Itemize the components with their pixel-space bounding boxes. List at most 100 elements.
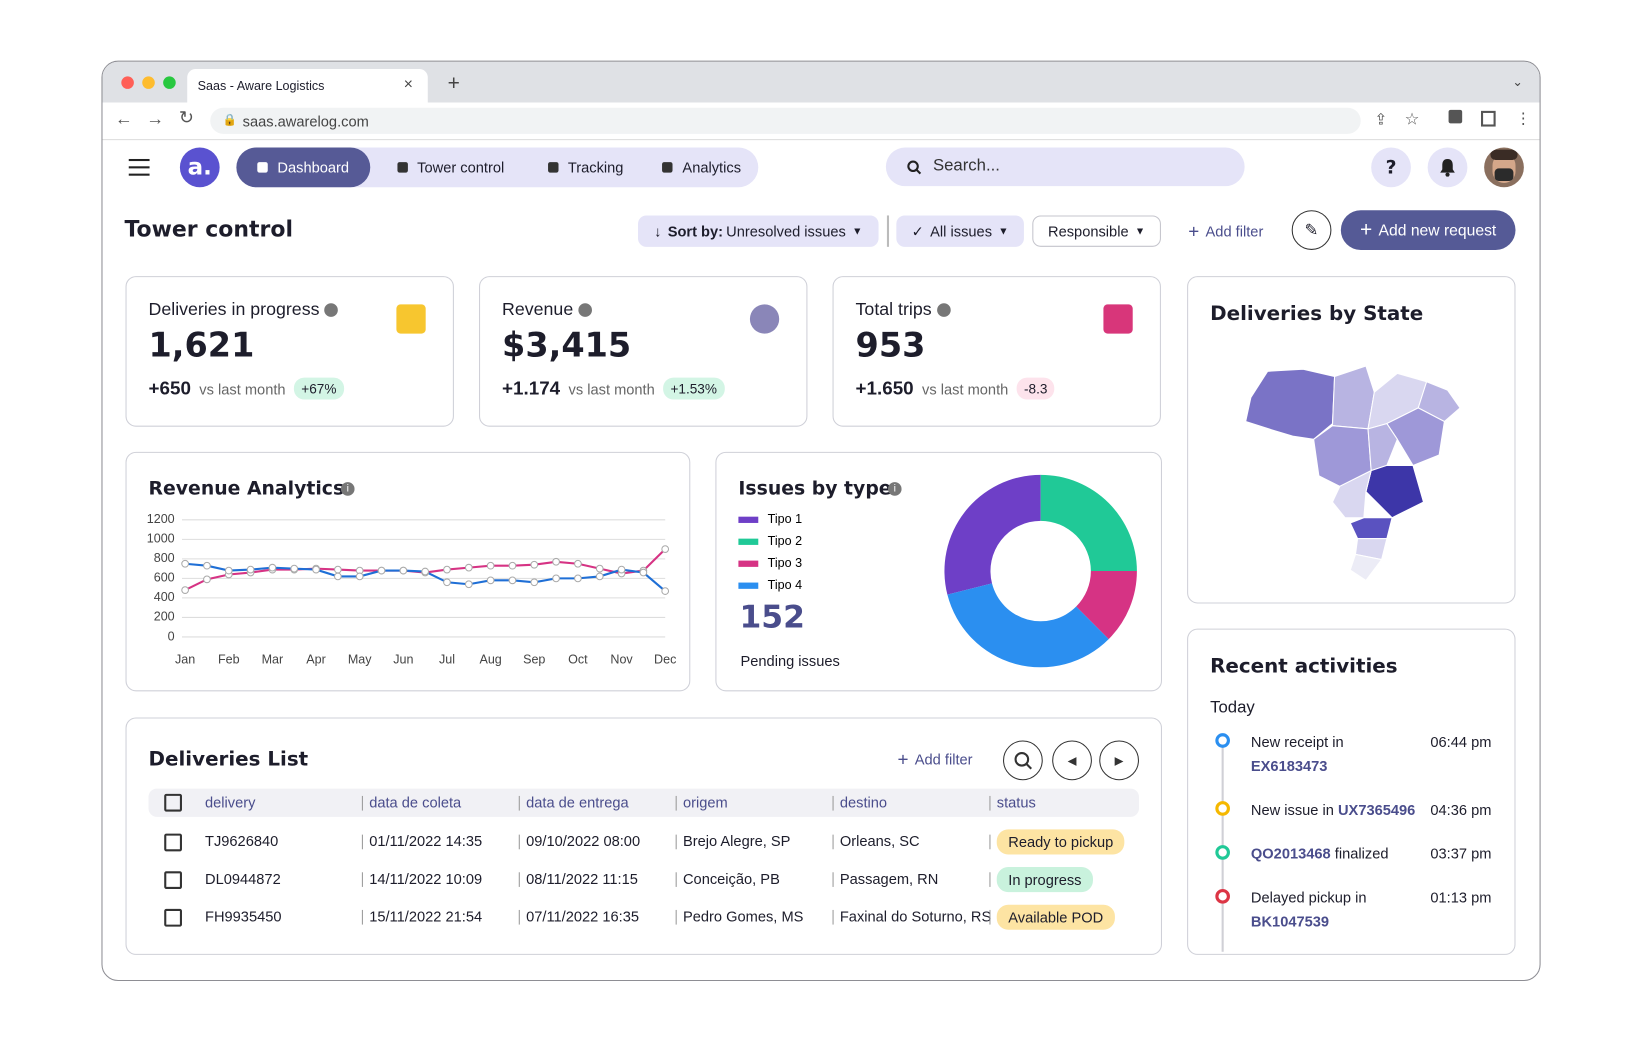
cell: Faxinal do Soturno, RS [839,907,992,925]
add-filter[interactable]: + Add filter [888,744,982,775]
avatar[interactable] [1484,147,1524,188]
nav-item[interactable]: Tower control [379,147,523,187]
nav-item[interactable]: Tracking [529,147,642,187]
reload[interactable]: ↻ [178,107,194,128]
plus: + [1188,220,1200,242]
activity-code[interactable]: BK1047539 [1250,913,1330,930]
kpi-note: vs last month [922,380,1009,397]
deliveries-card: Deliveries List + Add filter ◀ ▶ delivery… [125,717,1162,955]
info[interactable] [936,302,951,317]
activity-code[interactable]: QO2013468 [1250,845,1331,862]
issues-chart: Tipo 1 Tipo 2 Tipo 3 Tipo 4 [738,474,1137,668]
column-divider [361,795,363,811]
kpi-delta-row: +650 vs last month +67% [149,377,344,400]
cell-divider [832,834,834,850]
search-button[interactable] [1003,740,1043,781]
donut-slice [944,474,1041,595]
activity-code[interactable]: EX6183473 [1250,757,1328,774]
column-divider [675,795,677,811]
tab-close[interactable]: × [403,75,413,94]
sidebar[interactable] [1480,110,1496,127]
cell: Brejo Alegre, SP [682,832,791,850]
nav-item[interactable]: Analytics [650,147,755,187]
add-request-label: Add new request [1378,221,1497,239]
checkbox[interactable] [164,908,182,927]
filter-all-issues[interactable]: ✓ All issues ▼ [896,215,1024,247]
checkbox[interactable] [164,833,182,852]
info[interactable]: i [887,482,902,496]
point [443,565,451,574]
activity-code[interactable]: UX7365496 [1337,801,1416,818]
notifications[interactable] [1427,147,1468,188]
point [617,565,626,574]
cell-divider [832,909,834,925]
legend-label: Tipo 4 [768,578,802,592]
min-dot[interactable] [142,76,155,89]
help[interactable]: ? [1371,147,1411,188]
share[interactable]: ⇪ [1374,110,1388,129]
activity-time: 04:36 pm [1430,801,1492,818]
search-box[interactable]: Search... [885,147,1245,187]
sort-value: Unresolved issues [726,222,846,240]
y-tick-label: 1200 [147,512,175,526]
legend-label: Tipo 1 [768,512,802,526]
legend-swatch [738,538,759,545]
hamburger[interactable] [128,157,152,178]
back[interactable]: ← [115,108,133,129]
column-header: data de entrega [526,793,629,811]
point [552,574,560,583]
next-page[interactable]: ▶ [1099,740,1139,781]
new-tab[interactable]: + [447,72,460,96]
column-divider [518,795,520,811]
tab[interactable]: Saas - Aware Logistics × [187,69,428,103]
activity-text: Delayed pickup in BK1047539 [1251,886,1420,934]
add-filter-label: Add filter [914,750,973,768]
checkbox[interactable] [164,793,182,812]
point [443,578,451,587]
caret: ▼ [998,225,1009,237]
search-icon [907,160,922,175]
point [268,563,277,572]
point [486,576,495,585]
separator [886,215,890,247]
checkbox[interactable] [164,871,182,890]
info[interactable] [578,302,593,317]
activities-day: Today [1210,698,1255,717]
cell: 15/11/2022 21:54 [369,907,483,925]
activity-text: QO2013468 finalized [1251,842,1420,866]
brazil-map [1245,365,1461,582]
kpi-icon [749,304,780,334]
max-dot[interactable] [163,76,176,89]
column-divider [989,795,991,811]
cell-divider [675,909,677,925]
add-request[interactable]: + Add new request [1340,210,1516,250]
point [421,567,430,576]
column-header: data de coleta [369,793,462,811]
cell: Passagem, RN [839,870,939,887]
address-bar[interactable]: 🔒 saas.awarelog.com [210,107,1361,134]
point [464,580,473,589]
logo[interactable]: a. [179,147,220,188]
nav-item[interactable]: Dashboard [236,147,371,188]
pending-label: Pending issues [740,652,840,670]
status-pill: Ready to pickup [996,829,1125,855]
forward[interactable]: → [146,108,165,129]
activity-text-after: finalized [1334,845,1389,862]
tab-menu[interactable]: ⌄ [1512,74,1523,89]
sort-button[interactable]: ↓ Sort by: Unresolved issues ▼ [637,215,879,247]
info[interactable] [324,302,339,317]
issues-title: Issues by type [738,477,892,500]
close-dot[interactable] [121,76,134,89]
kpi-card: Total trips 953 +1.650 vs last month -8.3 [832,276,1161,427]
add-filter[interactable]: + Add filter [1180,215,1272,246]
kpi-card: Deliveries in progress 1,621 +650 vs last m… [125,276,454,427]
menu[interactable]: ⋮ [1515,109,1532,128]
edit-button[interactable]: ✎ [1291,210,1332,250]
extensions[interactable] [1448,109,1463,124]
bookmark[interactable]: ☆ [1404,110,1420,129]
info[interactable]: i [340,482,355,496]
filter-responsible[interactable]: Responsible ▼ [1032,215,1161,247]
kpi-label: Total trips [855,299,932,319]
prev-page[interactable]: ◀ [1052,740,1092,781]
kpi-change-value: +67% [301,380,337,397]
